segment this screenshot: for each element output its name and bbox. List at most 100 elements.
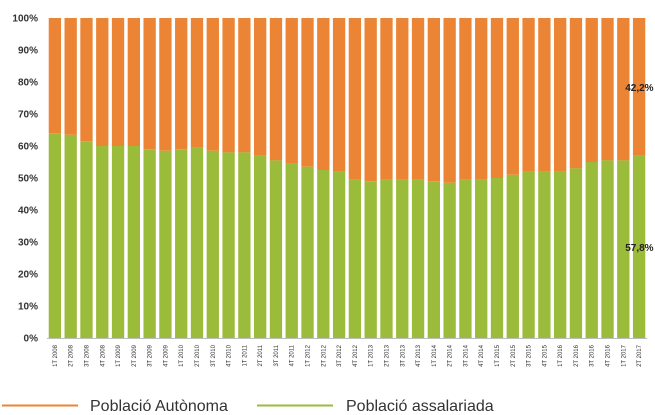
bars [48, 18, 646, 338]
bar-autonoma [443, 18, 456, 183]
bar-assalariada [222, 152, 235, 338]
x-tick-label: 1T 2012 [306, 344, 312, 367]
x-tick-label: 1T 2015 [495, 344, 501, 367]
x-tick-label: 2T 2011 [258, 344, 264, 366]
bar-autonoma [127, 18, 140, 146]
x-tick-label: 3T 2014 [463, 344, 469, 367]
x-tick-label: 2T 2017 [637, 344, 643, 367]
bar-assalariada [190, 147, 204, 338]
bar-assalariada [506, 174, 519, 338]
bar-assalariada [301, 166, 314, 338]
bar-assalariada [411, 179, 425, 338]
bar-assalariada [317, 170, 330, 338]
x-tick-label: 4T 2015 [542, 344, 548, 367]
bar-assalariada [159, 150, 172, 338]
x-tick-label: 4T 2014 [479, 344, 485, 367]
x-tick-label: 3T 2015 [527, 344, 533, 367]
x-axis: 1T 2008 2T 2008 3T 2008 4T 2008 1T 2009 2T 20… [47, 338, 647, 367]
x-tick-label: 1T 2008 [53, 344, 59, 367]
y-tick-label: 80% [18, 78, 38, 89]
legend-label: Població assalariada [346, 398, 494, 415]
bar-assalariada [238, 152, 251, 338]
x-tick-label: 3T 2009 [148, 344, 154, 367]
data-label: 57,8% [625, 243, 653, 254]
x-tick-label: 3T 2016 [590, 344, 596, 367]
x-tick-label: 1T 2010 [179, 344, 185, 367]
bar-autonoma [380, 18, 393, 180]
bar-autonoma [490, 18, 504, 178]
legend-label: Població Autònoma [90, 398, 228, 415]
bar-assalariada [617, 160, 630, 338]
x-tick-label: 1T 2011 [242, 344, 248, 366]
x-tick-label: 2T 2016 [574, 344, 580, 367]
bar-autonoma [475, 18, 488, 180]
bar-autonoma [411, 18, 425, 180]
y-tick-label: 90% [18, 46, 38, 57]
bar-autonoma [159, 18, 172, 151]
bar-autonoma [175, 18, 188, 150]
x-tick-label: 4T 2008 [100, 344, 106, 367]
x-tick-label: 3T 2008 [84, 344, 90, 367]
x-tick-label: 4T 2016 [606, 344, 612, 367]
data-labels: 42,2% 57,8% [625, 83, 653, 254]
bar-autonoma [301, 18, 314, 167]
bar-assalariada [601, 160, 614, 338]
x-tick-label: 2T 2010 [195, 344, 201, 367]
bar-assalariada [490, 178, 504, 338]
bar-assalariada [127, 146, 140, 338]
y-tick-label: 40% [18, 206, 38, 217]
bar-autonoma [48, 18, 62, 134]
bar-assalariada [364, 181, 377, 338]
data-label: 42,2% [625, 83, 653, 94]
bar-autonoma [332, 18, 346, 172]
x-tick-label: 2T 2012 [321, 344, 327, 367]
bar-autonoma [317, 18, 330, 170]
y-tick-label: 10% [18, 302, 38, 313]
x-tick-label: 3T 2012 [337, 344, 343, 367]
bar-autonoma [111, 18, 125, 146]
y-tick-label: 20% [18, 270, 38, 281]
bar-autonoma [554, 18, 567, 172]
bar-assalariada [269, 160, 283, 338]
bar-autonoma [222, 18, 235, 153]
bar-assalariada [64, 134, 77, 338]
bar-assalariada [569, 168, 583, 338]
bar-assalariada [396, 179, 409, 338]
bar-autonoma [396, 18, 409, 180]
x-tick-label: 1T 2017 [621, 344, 627, 367]
bar-assalariada [206, 150, 219, 338]
bar-assalariada [332, 171, 346, 338]
bar-autonoma [617, 18, 630, 161]
x-tick-label: 4T 2012 [353, 344, 359, 367]
x-tick-label: 3T 2011 [274, 344, 280, 366]
y-tick-label: 30% [18, 238, 38, 249]
x-tick-label: 4T 2010 [227, 344, 233, 367]
bar-assalariada [585, 162, 598, 338]
bar-autonoma [632, 18, 646, 156]
bar-assalariada [632, 155, 646, 338]
bar-autonoma [522, 18, 535, 172]
bar-assalariada [175, 149, 188, 338]
x-tick-label: 2T 2009 [132, 344, 138, 367]
x-tick-label: 2T 2013 [384, 344, 390, 367]
x-tick-label: 3T 2013 [400, 344, 406, 367]
bar-assalariada [443, 182, 456, 338]
x-tick-label: 1T 2013 [369, 344, 375, 367]
bar-assalariada [554, 171, 567, 338]
y-tick-label: 50% [18, 174, 38, 185]
bar-autonoma [538, 18, 551, 172]
bar-autonoma [506, 18, 519, 175]
bar-assalariada [459, 179, 472, 338]
bar-assalariada [475, 179, 488, 338]
x-tick-label: 2T 2015 [511, 344, 517, 367]
y-tick-label: 70% [18, 110, 38, 121]
bar-autonoma [601, 18, 614, 161]
bar-assalariada [80, 141, 93, 338]
bar-assalariada [380, 179, 393, 338]
y-tick-label: 100% [12, 14, 38, 25]
x-tick-label: 3T 2010 [211, 344, 217, 367]
bar-autonoma [285, 18, 298, 164]
bar-autonoma [364, 18, 377, 182]
bar-autonoma [459, 18, 472, 180]
